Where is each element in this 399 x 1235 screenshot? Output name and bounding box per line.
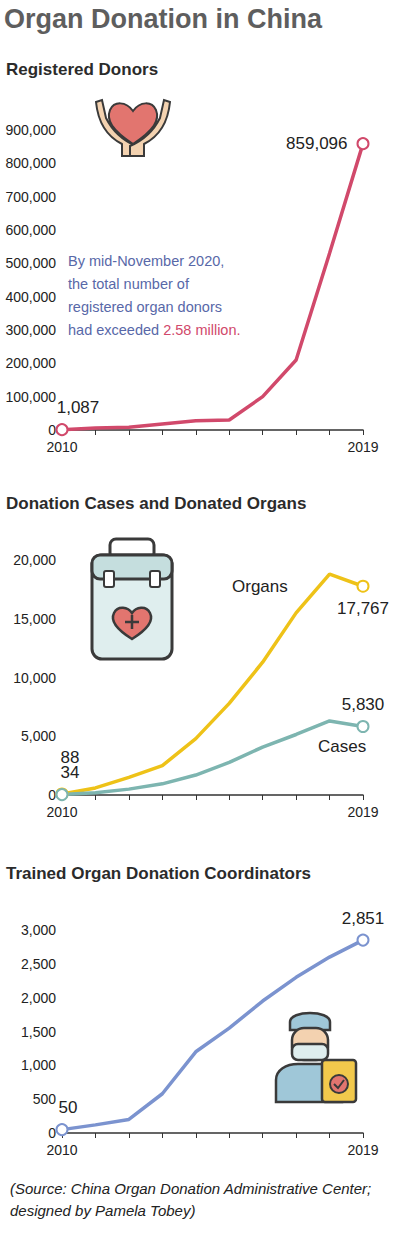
- svg-text:2010: 2010: [46, 1142, 77, 1158]
- svg-text:0: 0: [48, 422, 56, 438]
- svg-text:2010: 2010: [46, 439, 77, 455]
- html-text:Trained Organ Donation Coordin: Trained Organ Donation Coordinators: [6, 864, 312, 883]
- svg-text:5,000: 5,000: [21, 728, 56, 744]
- svg-text:50: 50: [59, 1098, 78, 1117]
- svg-text:Organs: Organs: [232, 577, 288, 596]
- svg-text:20,000: 20,000: [13, 552, 56, 568]
- html-text:By mid-November 2020, the tota: By mid-November 2020, the total number o…: [68, 253, 241, 338]
- svg-text:800,000: 800,000: [5, 155, 56, 171]
- html-text:(Source: China Organ Donation: (Source: China Organ Donation Administra…: [10, 1180, 372, 1219]
- svg-text:34: 34: [61, 763, 80, 782]
- svg-text:200,000: 200,000: [5, 355, 56, 371]
- svg-text:0: 0: [48, 787, 56, 803]
- html-text:Registered Donors: Registered Donors: [6, 60, 159, 79]
- svg-text:15,000: 15,000: [13, 611, 56, 627]
- svg-text:2019: 2019: [347, 804, 378, 820]
- svg-text:900,000: 900,000: [5, 122, 56, 138]
- svg-text:1,087: 1,087: [57, 398, 100, 417]
- svg-text:700,000: 700,000: [5, 189, 56, 205]
- svg-text:100,000: 100,000: [5, 389, 56, 405]
- svg-text:3,000: 3,000: [21, 922, 56, 938]
- svg-text:10,000: 10,000: [13, 670, 56, 686]
- svg-text:2010: 2010: [46, 804, 77, 820]
- html-text:Donation Cases and Donated Org: Donation Cases and Donated Organs: [6, 494, 307, 513]
- svg-text:1,500: 1,500: [21, 1024, 56, 1040]
- svg-text:2019: 2019: [347, 1142, 378, 1158]
- svg-text:5,830: 5,830: [342, 695, 385, 714]
- svg-text:0: 0: [48, 1125, 56, 1141]
- html-text:Organ Donation in China: Organ Donation in China: [4, 4, 322, 34]
- svg-text:400,000: 400,000: [5, 289, 56, 305]
- svg-text:17,767: 17,767: [337, 599, 389, 618]
- svg-text:2,000: 2,000: [21, 990, 56, 1006]
- svg-text:88: 88: [60, 748, 80, 768]
- svg-text:Cases: Cases: [318, 737, 366, 756]
- svg-text:300,000: 300,000: [5, 322, 56, 338]
- svg-text:2,851: 2,851: [342, 909, 385, 928]
- svg-text:500,000: 500,000: [5, 255, 56, 271]
- svg-text:2019: 2019: [347, 439, 378, 455]
- svg-text:600,000: 600,000: [5, 222, 56, 238]
- svg-text:859,096: 859,096: [286, 134, 347, 153]
- svg-text:2,500: 2,500: [21, 956, 56, 972]
- svg-text:500: 500: [33, 1091, 57, 1107]
- svg-text:1,000: 1,000: [21, 1057, 56, 1073]
